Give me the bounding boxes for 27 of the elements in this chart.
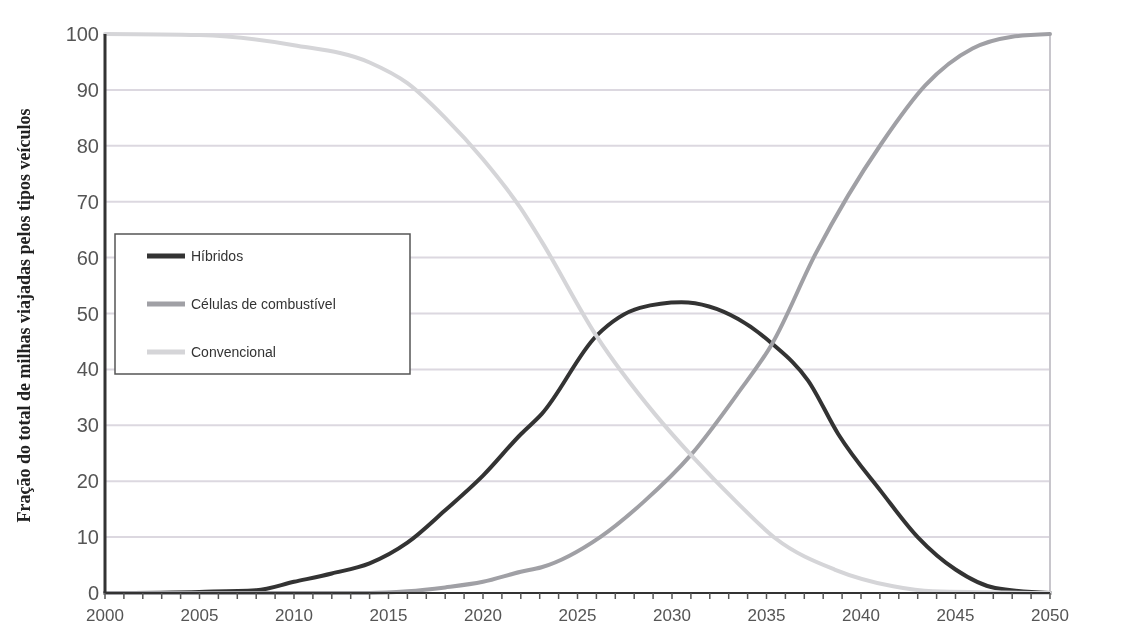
y-tick-label: 0 [87, 582, 99, 604]
legend-label: Células de combustível [191, 295, 336, 312]
legend-label: Híbridos [191, 247, 244, 264]
x-tick-label: 2030 [653, 606, 691, 625]
x-tick-label: 2045 [936, 606, 975, 625]
x-tick-label: 2005 [180, 606, 219, 625]
x-tick-label: 2010 [275, 606, 313, 625]
y-tick-label: 30 [76, 414, 99, 437]
y-tick-label: 40 [76, 358, 99, 381]
y-axis-title: Fração do total de milhas viajadas pelos tipos veículos [14, 108, 34, 523]
y-tick-label: 50 [76, 302, 99, 325]
legend-label: Convencional [191, 343, 276, 360]
y-tick-label: 100 [65, 23, 99, 45]
y-tick-label: 20 [76, 470, 99, 493]
x-tick-label: 2040 [842, 606, 880, 625]
x-tick-label: 2050 [1031, 606, 1069, 625]
line-series [103, 32, 1052, 595]
x-tick-label: 2020 [464, 606, 502, 625]
x-tick-label: 2035 [747, 606, 786, 625]
x-tick-label: 2025 [558, 606, 597, 625]
y-tick-label: 80 [76, 134, 99, 157]
y-tick-label: 60 [76, 246, 99, 269]
y-tick-label: 90 [76, 78, 99, 101]
y-tick-label: 70 [76, 190, 99, 213]
x-tick-label: 2015 [369, 606, 408, 625]
y-tick-label: 10 [76, 526, 99, 549]
x-tick-label: 2000 [86, 606, 124, 625]
